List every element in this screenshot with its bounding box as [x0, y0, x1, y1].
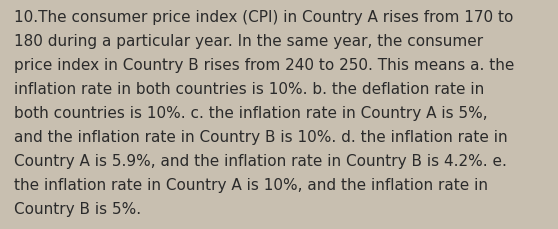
- Text: 180 during a particular year. In the same year, the consumer: 180 during a particular year. In the sam…: [14, 34, 483, 49]
- Text: Country B is 5%.: Country B is 5%.: [14, 201, 141, 216]
- Text: inflation rate in both countries is 10%. b. the deflation rate in: inflation rate in both countries is 10%.…: [14, 82, 484, 97]
- Text: both countries is 10%. c. the inflation rate in Country A is 5%,: both countries is 10%. c. the inflation …: [14, 106, 488, 120]
- Text: Country A is 5.9%, and the inflation rate in Country B is 4.2%. e.: Country A is 5.9%, and the inflation rat…: [14, 153, 507, 168]
- Text: 10.The consumer price index (CPI) in Country A rises from 170 to: 10.The consumer price index (CPI) in Cou…: [14, 10, 513, 25]
- Text: and the inflation rate in Country B is 10%. d. the inflation rate in: and the inflation rate in Country B is 1…: [14, 129, 508, 144]
- Text: the inflation rate in Country A is 10%, and the inflation rate in: the inflation rate in Country A is 10%, …: [14, 177, 488, 192]
- Text: price index in Country B rises from 240 to 250. This means a. the: price index in Country B rises from 240 …: [14, 58, 514, 73]
